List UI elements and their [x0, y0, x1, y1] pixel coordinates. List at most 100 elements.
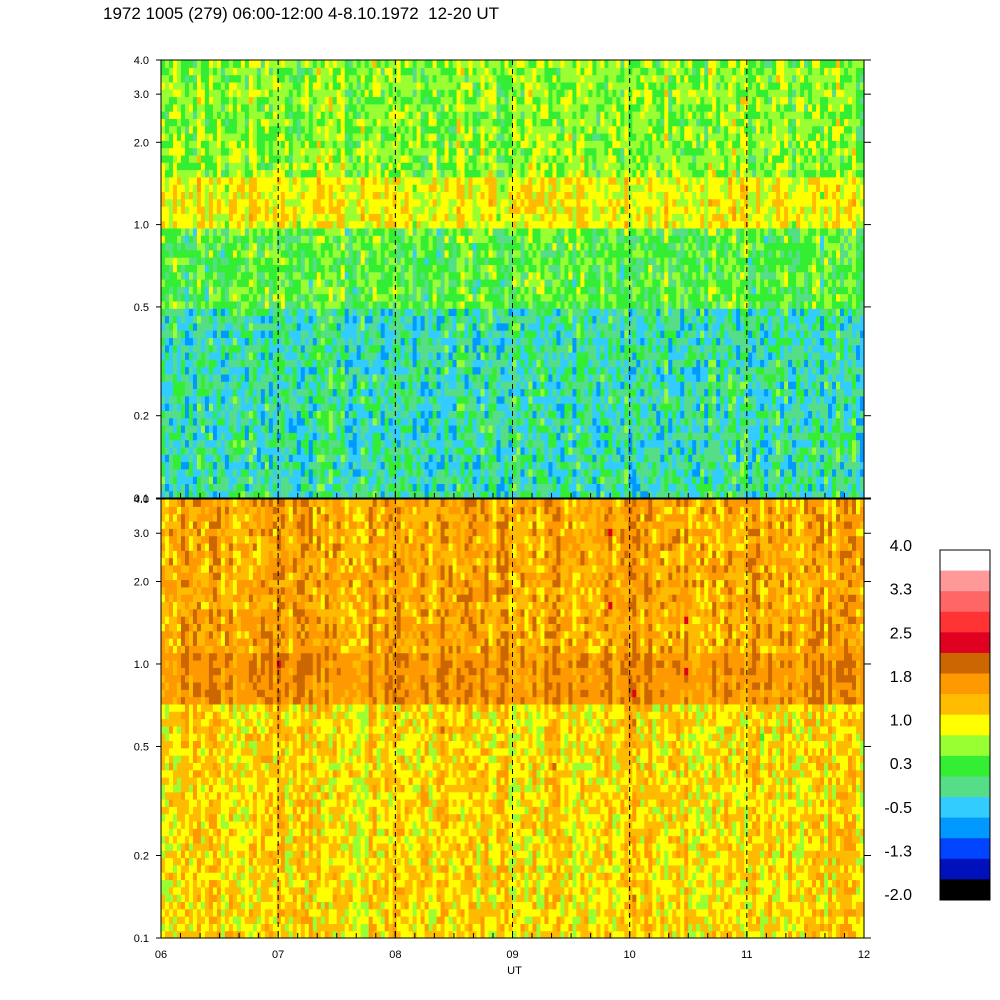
heatmap-cell	[440, 432, 446, 441]
heatmap-cell	[400, 293, 406, 302]
heatmap-cell	[196, 286, 202, 295]
heatmap-cell	[240, 308, 246, 317]
heatmap-cell	[264, 337, 270, 346]
heatmap-cell	[272, 468, 278, 477]
heatmap-cell	[480, 337, 486, 346]
heatmap-cell	[444, 432, 450, 441]
heatmap-cell	[272, 439, 278, 448]
heatmap-cell	[164, 169, 170, 178]
heatmap-cell	[420, 103, 426, 112]
heatmap-cell	[292, 337, 298, 346]
heatmap-cell	[396, 89, 402, 98]
heatmap-cell	[244, 432, 250, 441]
heatmap-cell	[344, 154, 350, 163]
heatmap-cell	[304, 96, 310, 105]
heatmap-cell	[380, 308, 386, 317]
heatmap-cell	[216, 439, 222, 448]
heatmap-cell	[352, 490, 358, 499]
heatmap-cell	[440, 439, 446, 448]
heatmap-cell	[368, 293, 374, 302]
heatmap-cell	[244, 67, 250, 76]
heatmap-cell	[476, 300, 482, 309]
heatmap-cell	[376, 352, 382, 360]
heatmap-cell	[224, 96, 230, 105]
heatmap-cell	[468, 373, 474, 382]
heatmap-cell	[260, 89, 266, 98]
heatmap-cell	[328, 227, 334, 236]
heatmap-cell	[408, 359, 414, 368]
heatmap-cell	[260, 454, 266, 463]
heatmap-cell	[388, 366, 394, 375]
heatmap-cell	[172, 279, 178, 287]
heatmap-cell	[161, 118, 166, 127]
heatmap-cell	[161, 242, 166, 251]
heatmap-cell	[312, 242, 318, 251]
heatmap-cell	[348, 432, 354, 441]
heatmap-cell	[340, 483, 346, 492]
heatmap-cell	[161, 286, 166, 295]
heatmap-cell	[256, 279, 262, 287]
heatmap-cell	[476, 337, 482, 346]
heatmap-cell	[212, 483, 218, 492]
heatmap-cell	[332, 322, 338, 331]
heatmap-cell	[444, 235, 450, 244]
heatmap-cell	[332, 118, 338, 127]
heatmap-cell	[436, 111, 442, 119]
heatmap-cell	[208, 191, 214, 200]
heatmap-cell	[320, 417, 326, 426]
heatmap-cell	[220, 220, 226, 229]
heatmap-cell	[392, 395, 398, 404]
heatmap-cell	[300, 308, 306, 317]
heatmap-cell	[200, 176, 206, 185]
heatmap-cell	[336, 439, 342, 448]
heatmap-cell	[416, 439, 422, 448]
heatmap-cell	[288, 191, 294, 200]
heatmap-cell	[388, 60, 394, 68]
heatmap-cell	[436, 454, 442, 463]
heatmap-cell	[176, 308, 182, 317]
heatmap-cell	[204, 198, 210, 207]
heatmap-cell	[296, 242, 302, 251]
heatmap-cell	[284, 359, 290, 368]
heatmap-cell	[320, 344, 326, 353]
heatmap-cell	[408, 154, 414, 163]
heatmap-cell	[420, 125, 426, 134]
heatmap-cell	[324, 111, 330, 119]
heatmap-cell	[288, 468, 294, 477]
heatmap-cell	[240, 344, 246, 353]
heatmap-cell	[188, 322, 194, 331]
heatmap-cell	[288, 293, 294, 302]
heatmap-cell	[240, 154, 246, 163]
heatmap-cell	[268, 454, 274, 463]
heatmap-cell	[364, 366, 370, 375]
heatmap-cell	[212, 242, 218, 251]
heatmap-cell	[236, 439, 242, 448]
heatmap-cell	[392, 286, 398, 295]
heatmap-cell	[408, 381, 414, 390]
heatmap-cell	[276, 315, 282, 324]
heatmap-cell	[384, 191, 390, 200]
heatmap-cell	[188, 446, 194, 455]
heatmap-cell	[208, 308, 214, 317]
heatmap-cell	[208, 483, 214, 492]
heatmap-cell	[184, 103, 190, 112]
heatmap-cell	[396, 432, 402, 441]
heatmap-cell	[180, 133, 186, 141]
heatmap-cell	[280, 279, 286, 287]
heatmap-cell	[216, 213, 222, 222]
heatmap-cell	[436, 476, 442, 484]
heatmap-cell	[396, 373, 402, 382]
heatmap-cell	[436, 308, 442, 317]
heatmap-cell	[304, 74, 310, 83]
heatmap-cell	[352, 286, 358, 295]
heatmap-cell	[432, 249, 438, 258]
heatmap-cell	[276, 439, 282, 448]
heatmap-cell	[176, 125, 182, 134]
heatmap-cell	[256, 235, 262, 244]
heatmap-cell	[244, 322, 250, 331]
heatmap-cell	[324, 330, 330, 338]
heatmap-cell	[292, 439, 298, 448]
heatmap-cell	[260, 417, 266, 426]
heatmap-cell	[176, 490, 182, 499]
heatmap-cell	[172, 344, 178, 353]
